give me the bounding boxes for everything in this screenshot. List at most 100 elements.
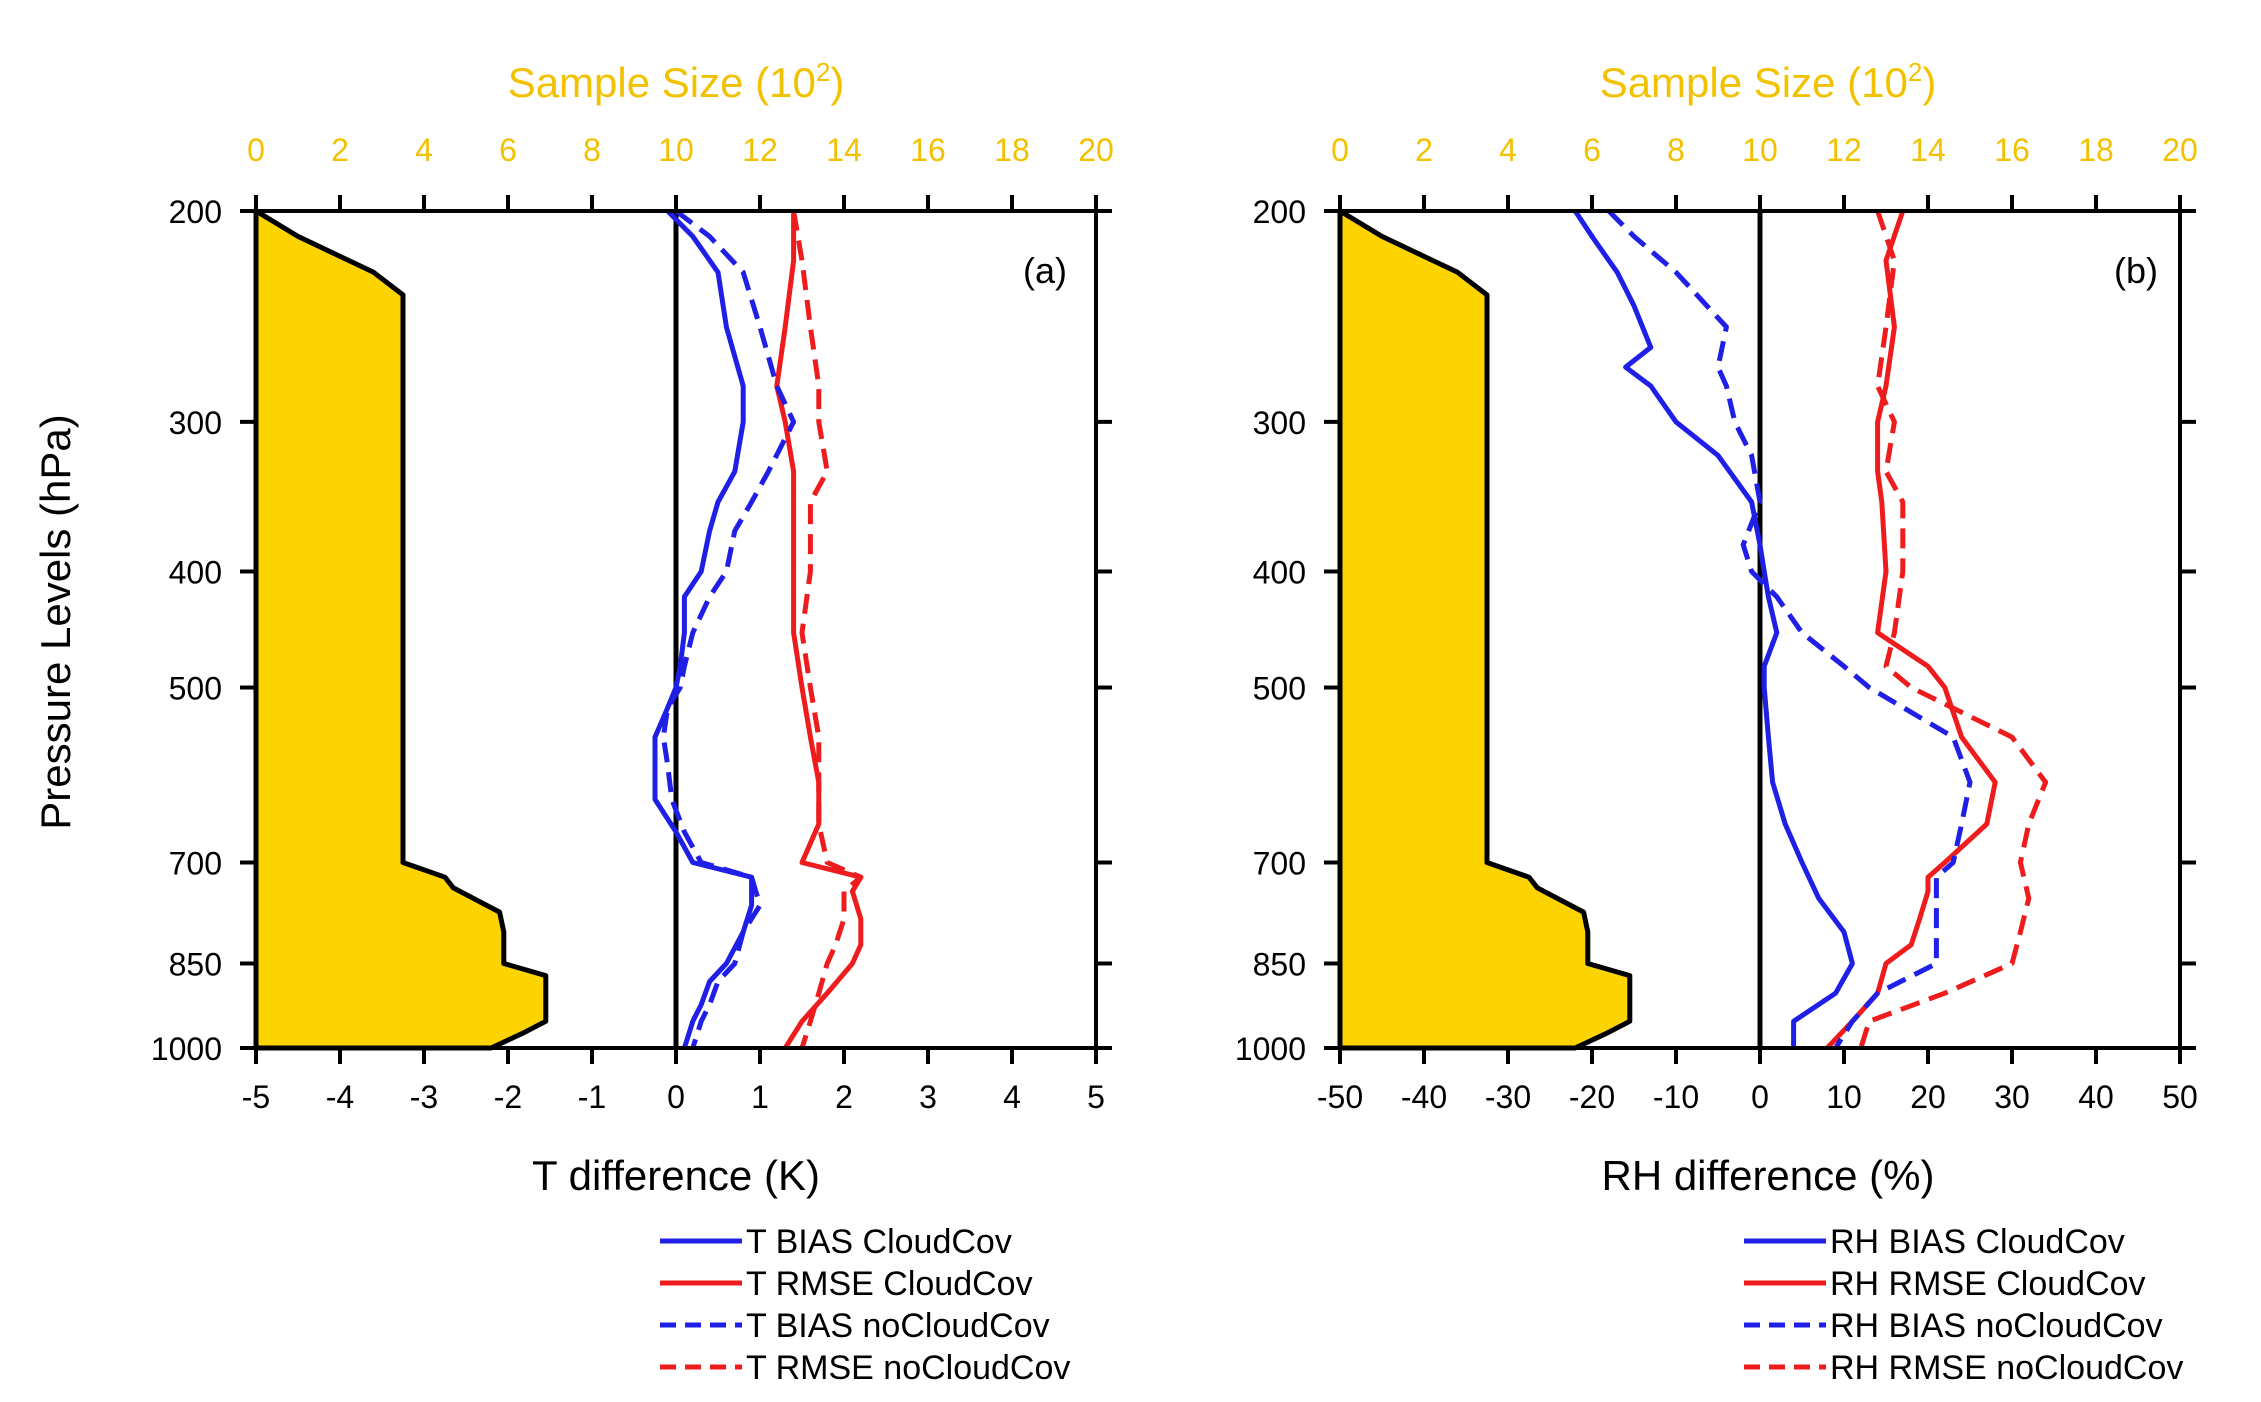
panel-a-x-tick-label: -3: [410, 1079, 438, 1115]
panel-b-top-tick-label: 8: [1667, 132, 1685, 168]
panel-a-x-axis-title: T difference (K): [532, 1152, 820, 1199]
panel-b-x-tick-label: 30: [1994, 1079, 2030, 1115]
panel-b-x-tick-label: -50: [1317, 1079, 1363, 1115]
panel-b-y-tick-label: 300: [1253, 405, 1306, 441]
panel-a-top-tick-label: 18: [994, 132, 1030, 168]
panel-b-x-tick-label: -30: [1485, 1079, 1531, 1115]
panel-b-legend-label: RH BIAS CloudCov: [1830, 1223, 2125, 1261]
panel-b-legend-label: RH RMSE CloudCov: [1830, 1265, 2146, 1303]
panel-b-series-rh-rmse-cloudcov: [1825, 210, 1998, 1050]
panel-b-top-tick-label: 18: [2078, 132, 2114, 168]
panel-a-x-tick-label: 1: [751, 1079, 769, 1115]
panel-a-top-title-exp: 2: [816, 57, 830, 87]
panel-a-y-tick-label: 1000: [151, 1031, 222, 1067]
panel-b-label: (b): [2114, 250, 2158, 291]
panel-a-top-title-end: ): [830, 59, 844, 106]
panel-b-series-layer: [1573, 209, 2049, 1050]
panel-a-top-tick-label: 12: [742, 132, 778, 168]
panel-b-sample-size-layer: [1337, 208, 1633, 1051]
panel-b-legend: RH BIAS CloudCov RH RMSE CloudCov RH BIAS …: [1744, 1223, 2183, 1387]
panel-a-y-tick-label: 200: [169, 194, 222, 230]
panel-b-top-axis-title: Sample Size (102): [1600, 57, 1937, 106]
panel-a-x-tick-label: 3: [919, 1079, 937, 1115]
panel-b-y-tick-label: 500: [1253, 671, 1306, 707]
panel-a-y-tick-label: 500: [169, 671, 222, 707]
panel-a-y-tick-label: 300: [169, 405, 222, 441]
panel-b-x-tick-label: 50: [2162, 1079, 2198, 1115]
panel-a-top-tick-label: 16: [910, 132, 946, 168]
panel-a-label: (a): [1023, 250, 1067, 291]
panel-b-top-tick-label: 14: [1910, 132, 1946, 168]
panel-b-top-tick-label: 6: [1583, 132, 1601, 168]
panel-b-y-tick-label: 850: [1253, 946, 1306, 982]
panel-b-series-rh-bias-cloudcov: [1573, 209, 1855, 1048]
panel-a-y-tick-label: 400: [169, 554, 222, 590]
panel-a-ticks-layer: -5 -4 -3 -2 -1 0 1 2 3 4 50 2 4 6 8 10 12 14 16 18 202003004…: [151, 132, 1114, 1115]
panel-a-x-tick-label: -1: [578, 1079, 606, 1115]
panel-b-top-title-base: Sample Size (10: [1600, 59, 1908, 106]
panel-b-top-tick-label: 10: [1742, 132, 1778, 168]
panel-a-top-tick-label: 4: [415, 132, 433, 168]
panel-b-x-tick-label: -10: [1653, 1079, 1699, 1115]
panel-b-top-tick-label: 20: [2162, 132, 2198, 168]
panel-a-legend: T BIAS CloudCov T RMSE CloudCov T BIAS noC…: [660, 1223, 1070, 1387]
panel-b-top-tick-label: 4: [1499, 132, 1517, 168]
panel-a-x-tick-label: -5: [242, 1079, 270, 1115]
panel-b-x-tick-label: 40: [2078, 1079, 2114, 1115]
panel-a-x-tick-label: 5: [1087, 1079, 1105, 1115]
panel-a-series-t-bias-nocloudcov: [660, 209, 797, 1049]
panel-b-legend-label: RH RMSE noCloudCov: [1830, 1349, 2183, 1387]
panel-a-x-tick-label: -2: [494, 1079, 522, 1115]
panel-b-y-tick-label: 400: [1253, 554, 1306, 590]
y-axis-title: Pressure Levels (hPa): [32, 414, 79, 830]
panel-b-legend-label: RH BIAS noCloudCov: [1830, 1307, 2163, 1345]
panel-a-top-tick-label: 6: [499, 132, 517, 168]
panel-a-temperature: -5 -4 -3 -2 -1 0 1 2 3 4 50 2 4 6 8 10 12 14 16 18 202003004…: [151, 57, 1114, 1387]
panel-a-sample-size-area: [253, 208, 549, 1051]
panel-b-series-rh-rmse-nocloudcov: [1858, 210, 2049, 1049]
panel-a-y-tick-label: 700: [169, 846, 222, 882]
panel-b-top-tick-label: 0: [1331, 132, 1349, 168]
panel-a-series-t-bias-cloudcov: [652, 209, 755, 1049]
panel-a-x-tick-label: 0: [667, 1079, 685, 1115]
panel-b-top-title-exp: 2: [1908, 57, 1922, 87]
panel-a-series-t-rmse-cloudcov: [774, 211, 864, 1050]
panel-b-x-tick-label: 10: [1826, 1079, 1862, 1115]
panel-b-top-tick-label: 12: [1826, 132, 1862, 168]
panel-a-x-tick-label: 2: [835, 1079, 853, 1115]
panel-a-series-t-rmse-nocloudcov: [791, 210, 864, 1049]
panel-a-top-title-base: Sample Size (10: [508, 59, 816, 106]
panel-a-top-tick-label: 0: [247, 132, 265, 168]
panel-b-x-tick-label: 0: [1751, 1079, 1769, 1115]
panel-b-y-tick-label: 200: [1253, 194, 1306, 230]
panel-a-legend-label: T RMSE noCloudCov: [746, 1349, 1070, 1387]
panel-b-series-rh-bias-nocloudcov: [1607, 209, 1973, 1050]
panel-a-top-axis-title: Sample Size (102): [508, 57, 845, 106]
panel-b-ticks-layer: -50 -40 -30 -20 -10 0 10 20 30 40 500 2 4 6 8 10 12 14 16 1…: [1235, 132, 2198, 1115]
panel-b-x-tick-label: 20: [1910, 1079, 1946, 1115]
panel-a-legend-label: T RMSE CloudCov: [746, 1265, 1033, 1303]
panel-b-top-tick-label: 2: [1415, 132, 1433, 168]
panel-a-sample-size-layer: [253, 208, 549, 1051]
panel-a-legend-label: T BIAS noCloudCov: [746, 1307, 1050, 1345]
panel-a-top-tick-label: 2: [331, 132, 349, 168]
panel-b-sample-size-area: [1337, 208, 1633, 1051]
panel-b-relative-humidity: -50 -40 -30 -20 -10 0 10 20 30 40 500 2 4 6 8 10 12 14 16 1…: [1235, 57, 2198, 1387]
panel-a-x-tick-label: -4: [326, 1079, 354, 1115]
panel-a-top-tick-label: 20: [1078, 132, 1114, 168]
panel-b-x-tick-label: -40: [1401, 1079, 1447, 1115]
panel-b-x-tick-label: -20: [1569, 1079, 1615, 1115]
panel-b-y-tick-label: 1000: [1235, 1031, 1306, 1067]
panel-b-top-tick-label: 16: [1994, 132, 2030, 168]
panel-a-top-tick-label: 8: [583, 132, 601, 168]
panel-a-y-tick-label: 850: [169, 946, 222, 982]
panel-a-top-tick-label: 14: [826, 132, 862, 168]
panel-a-top-tick-label: 10: [658, 132, 694, 168]
panel-a-legend-label: T BIAS CloudCov: [746, 1223, 1012, 1261]
panel-b-top-title-end: ): [1922, 59, 1936, 106]
panel-b-y-tick-label: 700: [1253, 846, 1306, 882]
panel-b-x-axis-title: RH difference (%): [1601, 1152, 1934, 1199]
panel-a-x-tick-label: 4: [1003, 1079, 1021, 1115]
panel-a-series-layer: [652, 209, 864, 1050]
